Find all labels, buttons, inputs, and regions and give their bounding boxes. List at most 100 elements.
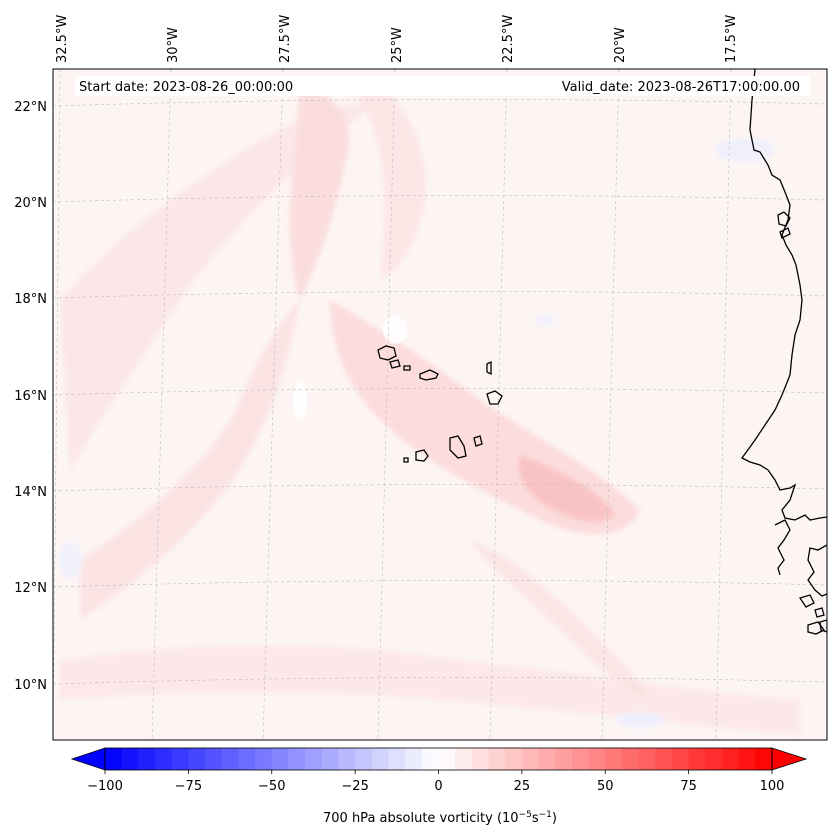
latitude-labels: 22°N 20°N 18°N 16°N 14°N 12°N 10°N — [14, 100, 47, 693]
valid-date-label: Valid_date: 2023-08-26T17:00:00.00 — [562, 80, 800, 95]
colorbar-cell — [188, 748, 206, 770]
parallel-line — [53, 195, 827, 203]
colorbar-cell — [255, 748, 273, 770]
meridian-line — [151, 69, 172, 740]
lat-label: 16°N — [14, 389, 47, 404]
colorbar-tick-label: −50 — [258, 779, 285, 794]
parallel-line — [53, 99, 827, 107]
colorbar-cell — [655, 748, 673, 770]
vorticity-band-south — [60, 645, 800, 735]
colorbar-cell — [588, 748, 606, 770]
colorbar-cell — [755, 748, 773, 770]
coast-inlet — [779, 227, 791, 239]
island-sal — [486, 360, 492, 376]
vorticity-streak-north — [289, 80, 350, 300]
colorbar-cell — [155, 748, 173, 770]
meridian-line — [262, 69, 284, 740]
island-boa-vista — [486, 390, 503, 405]
colorbar-cell — [438, 748, 456, 770]
colorbar-cell — [455, 748, 473, 770]
colorbar-cell — [121, 748, 139, 770]
negative-vorticity-patch — [535, 314, 555, 326]
lat-label: 12°N — [14, 581, 47, 596]
colorbar-cell — [671, 748, 690, 770]
lon-label: 25°W — [390, 27, 405, 63]
negative-vorticity-patch — [615, 712, 665, 728]
map-frame — [52, 68, 828, 741]
lon-label: 20°W — [613, 27, 628, 63]
bijagos-island — [807, 621, 825, 635]
bijagos-island — [819, 619, 827, 633]
near-zero-patch — [293, 382, 307, 418]
colorbar-cell — [205, 748, 223, 770]
colorbar-label-main: 700 hPa absolute vorticity (10 — [323, 811, 519, 826]
island-santiago — [449, 435, 467, 459]
parallel-line — [53, 580, 827, 588]
bijagos-island — [814, 607, 825, 618]
vorticity-band-west — [80, 300, 300, 620]
colorbar-cell — [271, 748, 290, 770]
colorbar-cell — [738, 748, 756, 770]
colorbar-cell — [288, 748, 306, 770]
meridian-line — [715, 69, 732, 740]
colorbar-tick-label: 0 — [434, 779, 442, 794]
colorbar-extend-min — [70, 747, 106, 771]
colorbar-tick-label: −75 — [175, 779, 202, 794]
colorbar-extend-max — [771, 747, 808, 771]
start-date-label: Start date: 2023-08-26_00:00:00 — [79, 80, 293, 95]
colorbar-cell — [388, 748, 406, 770]
vorticity-band-southeast — [470, 540, 650, 700]
colorbar-cell — [171, 748, 189, 770]
lon-label: 22.5°W — [501, 15, 516, 63]
lat-label: 10°N — [14, 678, 47, 693]
colorbar-cell — [505, 748, 523, 770]
colorbar-cell — [421, 748, 440, 770]
parallel-line — [53, 677, 827, 685]
colorbar-tick-label: 75 — [680, 779, 697, 794]
colorbar-label-unit: s — [532, 811, 539, 826]
coast-guinea-bissau-2 — [774, 519, 791, 576]
colorbar-cell — [571, 748, 590, 770]
meridian-line — [377, 69, 396, 740]
colorbar-cell — [521, 748, 540, 770]
colorbar-tick-label: −100 — [87, 779, 123, 794]
negative-vorticity-patch — [58, 542, 82, 578]
colorbar-cell — [371, 748, 390, 770]
colorbar-cell — [705, 748, 723, 770]
lat-label: 18°N — [14, 292, 47, 307]
colorbar-tick-label: 100 — [760, 779, 785, 794]
colorbar-cell — [538, 748, 556, 770]
lon-label: 17.5°W — [724, 15, 739, 63]
colorbar-cell — [238, 748, 256, 770]
lon-label: 27.5°W — [278, 15, 293, 63]
island-maio — [473, 435, 483, 447]
near-zero-patch — [383, 316, 407, 344]
colorbar-cell — [638, 748, 656, 770]
map-panel: Start date: 2023-08-26_00:00:00 Valid_da… — [52, 68, 828, 741]
coastlines — [377, 69, 827, 635]
lat-label: 20°N — [14, 196, 47, 211]
colorbar-cell — [321, 748, 340, 770]
parallel-line — [53, 388, 827, 396]
island-fogo — [415, 449, 429, 462]
lon-label: 32.5°W — [55, 15, 70, 63]
colorbar-cells — [105, 748, 773, 770]
colorbar-cell — [621, 748, 640, 770]
graticule — [53, 69, 827, 740]
colorbar-cell — [555, 748, 573, 770]
island-brava — [403, 457, 409, 463]
island-santa-luzia — [403, 365, 411, 371]
lon-label: 30°W — [166, 27, 181, 63]
colorbar-label-exp1: −5 — [519, 810, 532, 820]
negative-vorticity-patch — [715, 138, 775, 162]
colorbar-ticks: −100 −75 −50 −25 0 25 50 75 100 — [87, 770, 784, 794]
colorbar-cell — [221, 748, 240, 770]
coast-inlet — [777, 211, 791, 227]
parallel-line — [53, 291, 827, 299]
vorticity-max-core — [518, 455, 615, 522]
bijagos-island — [798, 594, 815, 608]
colorbar-cell — [105, 748, 123, 770]
lat-label: 22°N — [14, 100, 47, 115]
vorticity-field — [58, 75, 800, 735]
parallel-line — [53, 484, 827, 492]
